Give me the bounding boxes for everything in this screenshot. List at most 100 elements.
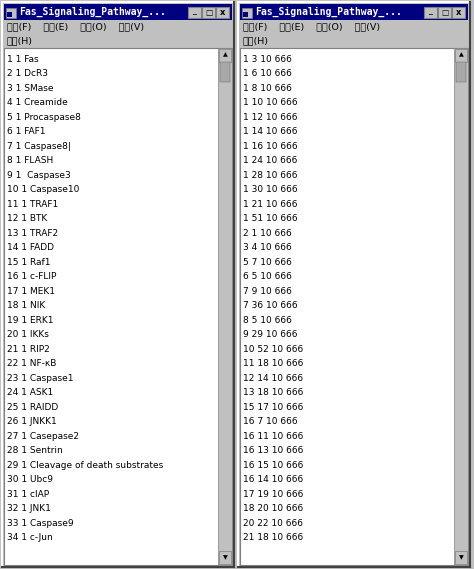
Text: 8 1 FLASH: 8 1 FLASH	[7, 156, 53, 165]
Text: 25 1 RAIDD: 25 1 RAIDD	[7, 403, 58, 412]
Text: 1 12 10 666: 1 12 10 666	[243, 113, 298, 122]
Text: 3 4 10 666: 3 4 10 666	[243, 244, 292, 252]
Text: 2 1 10 666: 2 1 10 666	[243, 229, 292, 238]
Text: 5 1 Procaspase8: 5 1 Procaspase8	[7, 113, 81, 122]
Text: □: □	[441, 7, 448, 17]
Text: 12 14 10 666: 12 14 10 666	[243, 374, 303, 383]
Text: 11 18 10 666: 11 18 10 666	[243, 359, 303, 368]
Text: _: _	[192, 6, 196, 15]
Text: 16 13 10 666: 16 13 10 666	[243, 446, 303, 455]
Text: 27 1 Casepase2: 27 1 Casepase2	[7, 432, 79, 441]
Text: 20 1 IKKs: 20 1 IKKs	[7, 330, 49, 339]
Text: 26 1 JNKK1: 26 1 JNKK1	[7, 417, 57, 426]
Bar	[202, 6, 215, 18]
Text: 1 21 10 666: 1 21 10 666	[243, 200, 298, 209]
Bar	[455, 551, 467, 564]
Bar	[218, 48, 232, 565]
Bar	[452, 6, 465, 18]
Text: Fas_Signaling_Pathway_...: Fas_Signaling_Pathway_...	[255, 7, 402, 17]
Text: 31 1 cIAP: 31 1 cIAP	[7, 490, 49, 499]
Bar	[219, 551, 231, 564]
Bar	[456, 62, 466, 82]
Text: 10 1 Caspase10: 10 1 Caspase10	[7, 185, 79, 194]
Bar	[240, 4, 468, 20]
Text: 帮助(H): 帮助(H)	[7, 36, 33, 45]
Text: 32 1 JNK1: 32 1 JNK1	[7, 504, 51, 513]
Text: 文件(F)    编辑(E)    格式(O)    查看(V): 文件(F) 编辑(E) 格式(O) 查看(V)	[243, 23, 380, 31]
Bar	[4, 20, 232, 34]
Text: 1 8 10 666: 1 8 10 666	[243, 84, 292, 93]
Text: 3 1 SMase: 3 1 SMase	[7, 84, 54, 93]
Bar	[6, 8, 16, 18]
Text: 1 3 10 666: 1 3 10 666	[243, 55, 292, 64]
Text: 16 14 10 666: 16 14 10 666	[243, 475, 303, 484]
Text: 1 28 10 666: 1 28 10 666	[243, 171, 298, 180]
Text: 22 1 NF-κB: 22 1 NF-κB	[7, 359, 56, 368]
Bar	[219, 49, 231, 62]
Text: 6 1 FAF1: 6 1 FAF1	[7, 127, 46, 136]
Text: 1 24 10 666: 1 24 10 666	[243, 156, 297, 165]
Text: 18 1 NIK: 18 1 NIK	[7, 301, 45, 310]
Text: 16 7 10 666: 16 7 10 666	[243, 417, 298, 426]
Text: 19 1 ERK1: 19 1 ERK1	[7, 316, 54, 325]
Text: 10 52 10 666: 10 52 10 666	[243, 345, 303, 354]
Text: ▲: ▲	[459, 52, 464, 57]
Text: 4 1 Creamide: 4 1 Creamide	[7, 98, 68, 107]
Text: 帮助(H): 帮助(H)	[243, 36, 269, 45]
Text: _: _	[428, 6, 432, 15]
Text: 9 29 10 666: 9 29 10 666	[243, 330, 298, 339]
Text: 29 1 Cleavage of death substrates: 29 1 Cleavage of death substrates	[7, 461, 163, 470]
Text: 5 7 10 666: 5 7 10 666	[243, 258, 292, 267]
Text: 16 1 c-FLIP: 16 1 c-FLIP	[7, 272, 56, 281]
Bar	[424, 6, 437, 18]
Text: 13 18 10 666: 13 18 10 666	[243, 388, 303, 397]
Text: ▲: ▲	[223, 52, 228, 57]
Text: 16 15 10 666: 16 15 10 666	[243, 461, 303, 470]
Bar	[240, 20, 468, 34]
Text: 34 1 c-Jun: 34 1 c-Jun	[7, 533, 53, 542]
Bar	[216, 6, 229, 18]
Text: 17 1 MEK1: 17 1 MEK1	[7, 287, 55, 296]
Bar	[240, 4, 468, 565]
Bar	[438, 6, 451, 18]
Text: 1 30 10 666: 1 30 10 666	[243, 185, 298, 194]
Text: 11 1 TRAF1: 11 1 TRAF1	[7, 200, 58, 209]
Bar	[4, 4, 232, 565]
Bar	[242, 8, 252, 18]
Text: 1 51 10 666: 1 51 10 666	[243, 215, 298, 223]
Text: 30 1 Ubc9: 30 1 Ubc9	[7, 475, 53, 484]
Text: 1 14 10 666: 1 14 10 666	[243, 127, 298, 136]
Bar	[240, 48, 468, 565]
Text: 15 1 Raf1: 15 1 Raf1	[7, 258, 51, 267]
Text: 7 9 10 666: 7 9 10 666	[243, 287, 292, 296]
Bar	[4, 4, 232, 20]
Bar	[455, 49, 467, 62]
Text: 24 1 ASK1: 24 1 ASK1	[7, 388, 53, 397]
Text: Fas_Signaling_Pathway_...: Fas_Signaling_Pathway_...	[19, 7, 166, 17]
Text: 文件(F)    编辑(E)    格式(O)    查看(V): 文件(F) 编辑(E) 格式(O) 查看(V)	[7, 23, 144, 31]
Text: 1 10 10 666: 1 10 10 666	[243, 98, 298, 107]
Text: 21 1 RIP2: 21 1 RIP2	[7, 345, 50, 354]
Bar	[220, 62, 230, 82]
Bar	[243, 12, 248, 17]
Bar	[4, 34, 232, 47]
Text: ▼: ▼	[223, 555, 228, 560]
Text: x: x	[220, 7, 225, 17]
Bar	[454, 48, 468, 565]
Text: 1 6 10 666: 1 6 10 666	[243, 69, 292, 79]
Text: 12 1 BTK: 12 1 BTK	[7, 215, 47, 223]
Text: 6 5 10 666: 6 5 10 666	[243, 272, 292, 281]
Text: 15 17 10 666: 15 17 10 666	[243, 403, 303, 412]
Text: 14 1 FADD: 14 1 FADD	[7, 244, 54, 252]
Text: 8 5 10 666: 8 5 10 666	[243, 316, 292, 325]
Text: 13 1 TRAF2: 13 1 TRAF2	[7, 229, 58, 238]
Text: 20 22 10 666: 20 22 10 666	[243, 519, 303, 528]
Text: 2 1 DcR3: 2 1 DcR3	[7, 69, 48, 79]
Text: 23 1 Caspase1: 23 1 Caspase1	[7, 374, 73, 383]
Text: 21 18 10 666: 21 18 10 666	[243, 533, 303, 542]
Text: 1 16 10 666: 1 16 10 666	[243, 142, 298, 151]
Text: 17 19 10 666: 17 19 10 666	[243, 490, 303, 499]
Text: 1 1 Fas: 1 1 Fas	[7, 55, 38, 64]
Text: 7 1 Caspase8|: 7 1 Caspase8|	[7, 142, 71, 151]
Text: 7 36 10 666: 7 36 10 666	[243, 301, 298, 310]
